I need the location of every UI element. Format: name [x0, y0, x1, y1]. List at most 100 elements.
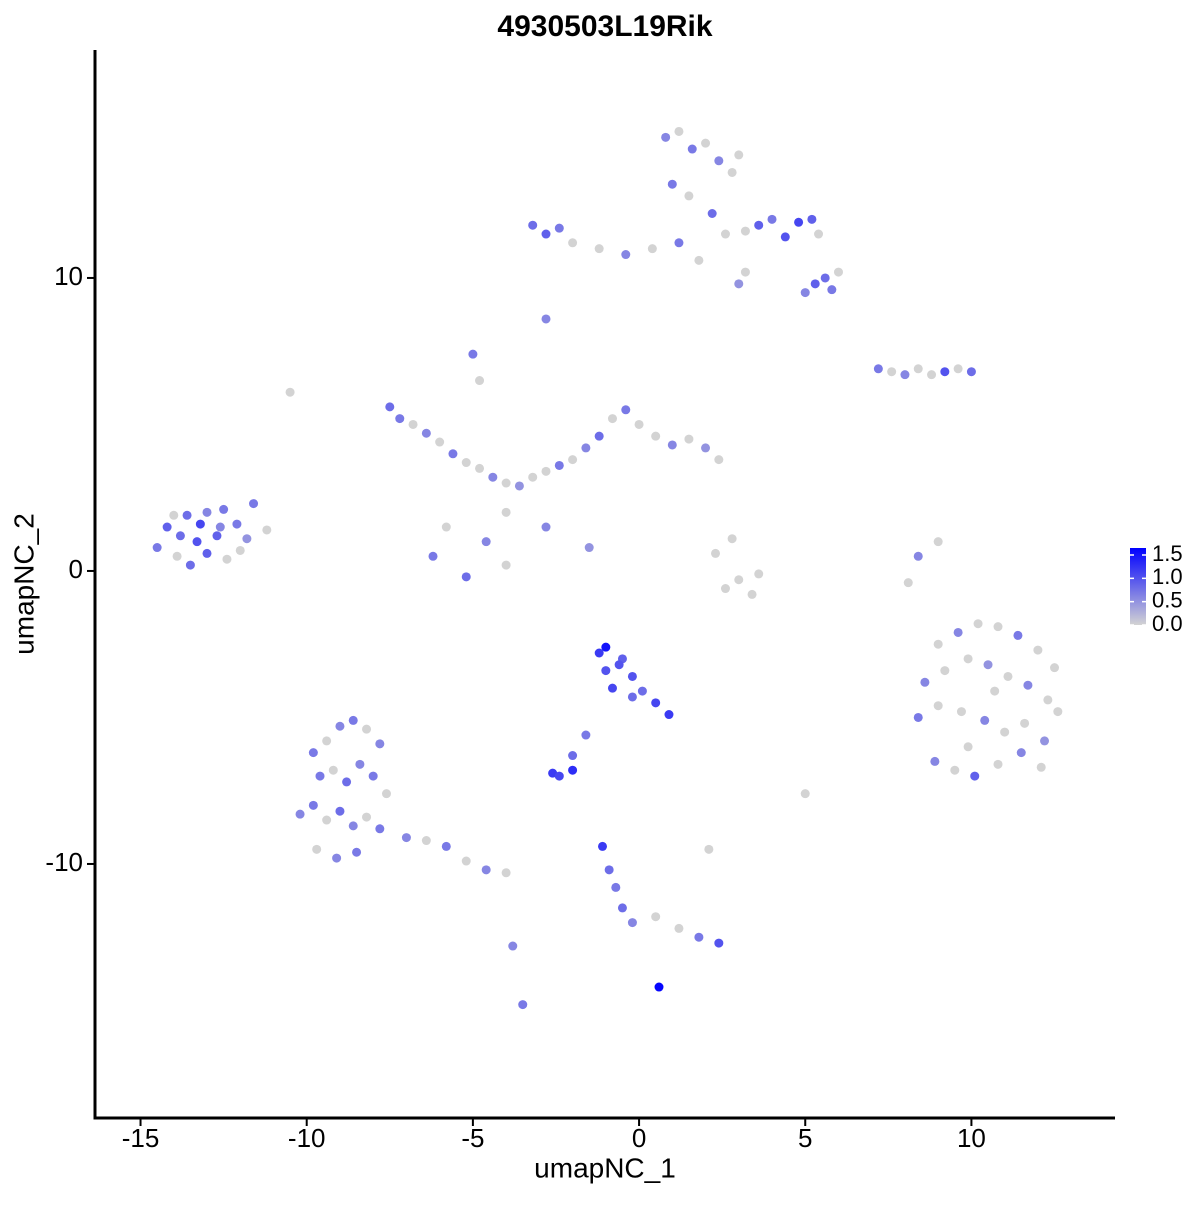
cell-point [810, 279, 820, 289]
colorbar-tick-label: 0.0 [1152, 611, 1183, 636]
cell-point [970, 771, 980, 781]
cell-point [807, 214, 817, 224]
cell-point [594, 244, 604, 254]
colorbar-tick-label: 1.5 [1152, 541, 1183, 566]
cell-point [598, 841, 608, 851]
cell-point [541, 522, 551, 532]
cell-point [953, 364, 963, 374]
cell-point [312, 844, 322, 854]
chart-title: 4930503L19Rik [497, 10, 712, 43]
cell-point [568, 765, 578, 775]
cell-point [441, 841, 451, 851]
colorbar-tick-label: 0.5 [1152, 587, 1183, 612]
cell-point [983, 660, 993, 670]
cell-point [601, 642, 611, 652]
cell-point [651, 912, 661, 922]
cell-point [249, 499, 259, 509]
x-tick-label: 5 [798, 1123, 812, 1153]
cell-point [594, 648, 604, 658]
cell-point [348, 715, 358, 725]
cell-point [694, 255, 704, 265]
cell-point [707, 208, 717, 218]
cell-point [607, 414, 617, 424]
cell-point [637, 686, 647, 696]
cell-point [814, 229, 824, 239]
cell-point [475, 463, 485, 473]
cell-point [501, 478, 511, 488]
x-tick-label: -15 [122, 1123, 160, 1153]
cell-point [475, 376, 485, 386]
cell-point [714, 455, 724, 465]
cell-point [627, 692, 637, 702]
cell-point [667, 440, 677, 450]
cell-point [714, 156, 724, 166]
cell-point [568, 751, 578, 761]
cell-point [627, 671, 637, 681]
cell-point [754, 569, 764, 579]
cell-point [661, 132, 671, 142]
cell-point [335, 806, 345, 816]
cell-point [720, 229, 730, 239]
cell-point [541, 314, 551, 324]
cell-point [664, 710, 674, 720]
cell-point [873, 364, 883, 374]
cell-point [720, 584, 730, 594]
cell-point [711, 548, 721, 558]
cell-point [667, 179, 677, 189]
cell-point [714, 938, 724, 948]
cell-point [285, 387, 295, 397]
x-tick-label: -5 [461, 1123, 484, 1153]
cell-point [740, 267, 750, 277]
cell-point [202, 507, 212, 517]
cell-point [352, 847, 362, 857]
cell-point [375, 739, 385, 749]
cell-point [185, 560, 195, 570]
cell-point [950, 765, 960, 775]
cell-point [219, 504, 229, 514]
cell-point [701, 138, 711, 148]
cell-point [1040, 736, 1050, 746]
cell-point [508, 941, 518, 951]
cell-point [501, 560, 511, 570]
cell-point [554, 223, 564, 233]
cell-point [262, 525, 272, 535]
cell-point [900, 370, 910, 380]
cell-point [611, 882, 621, 892]
cell-point [780, 232, 790, 242]
cell-point [820, 273, 830, 283]
cell-point [195, 519, 205, 529]
cell-point [604, 865, 614, 875]
cell-point [740, 226, 750, 236]
cell-point [541, 229, 551, 239]
cell-point [212, 531, 222, 541]
cell-point [627, 918, 637, 928]
x-tick-label: 0 [632, 1123, 646, 1153]
cell-point [242, 534, 252, 544]
cell-point [554, 771, 564, 781]
cell-point [734, 575, 744, 585]
cell-point [1043, 695, 1053, 705]
cell-point [461, 458, 471, 468]
cell-point [328, 765, 338, 775]
cell-point [933, 537, 943, 547]
cell-point [528, 472, 538, 482]
cell-point [966, 367, 976, 377]
cell-point [1033, 645, 1043, 655]
cell-point [581, 730, 591, 740]
cell-point [295, 809, 305, 819]
cell-point [833, 267, 843, 277]
cell-point [684, 434, 694, 444]
cell-point [501, 507, 511, 517]
cell-point [175, 531, 185, 541]
cell-point [441, 522, 451, 532]
cell-point [913, 712, 923, 722]
cell-point [933, 701, 943, 711]
cell-point [501, 868, 511, 878]
cell-point [674, 238, 684, 248]
cell-point [192, 537, 202, 547]
cell-point [335, 721, 345, 731]
cell-point [963, 742, 973, 752]
cell-point [315, 771, 325, 781]
cell-point [956, 707, 966, 717]
cell-point [342, 777, 352, 787]
